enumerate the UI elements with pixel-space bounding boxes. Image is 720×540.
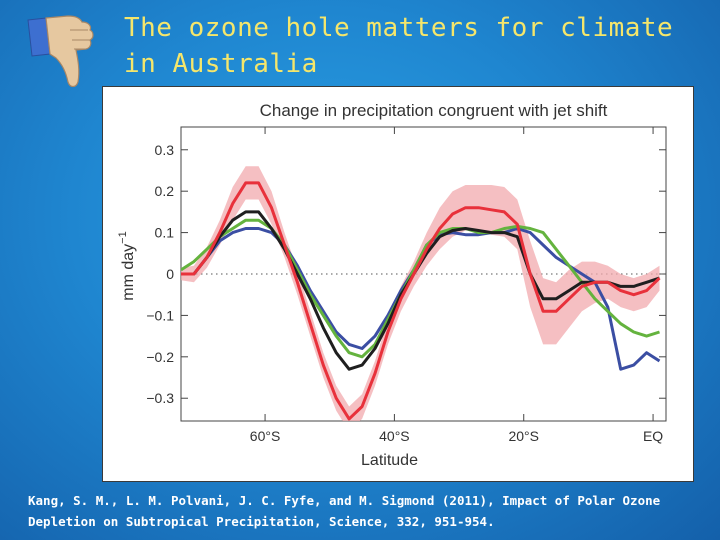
red-uncertainty-band	[181, 166, 660, 421]
y-tick-label: −0.3	[146, 390, 174, 406]
y-axis-label-superscript: −1	[117, 231, 129, 244]
x-tick-label: EQ	[643, 428, 663, 444]
x-tick-label: 20°S	[508, 428, 539, 444]
y-tick-label: 0.2	[155, 183, 175, 199]
y-tick-label: 0	[166, 266, 174, 282]
citation: Kang, S. M., L. M. Polvani, J. C. Fyfe, …	[28, 493, 661, 529]
y-tick-label: −0.2	[146, 349, 174, 365]
x-tick-label: 40°S	[379, 428, 410, 444]
y-tick-label: −0.1	[146, 307, 174, 323]
x-axis-label: Latitude	[361, 452, 418, 469]
x-tick-label: 60°S	[250, 428, 281, 444]
y-axis-label-text: mm day	[120, 244, 137, 301]
chart-panel: Change in precipitation congruent with j…	[102, 86, 694, 482]
slide-title: The ozone hole matters for climate in Au…	[124, 13, 674, 79]
y-axis-label: mm day−1	[117, 231, 137, 300]
y-tick-label: 0.3	[155, 142, 175, 158]
y-tick-label: 0.1	[155, 225, 175, 241]
thumbs-down-icon	[22, 12, 98, 96]
chart-title: Change in precipitation congruent with j…	[260, 101, 608, 120]
series-line-green	[181, 218, 660, 359]
precipitation-chart: Change in precipitation congruent with j…	[117, 101, 667, 469]
series-line-red	[181, 181, 661, 421]
